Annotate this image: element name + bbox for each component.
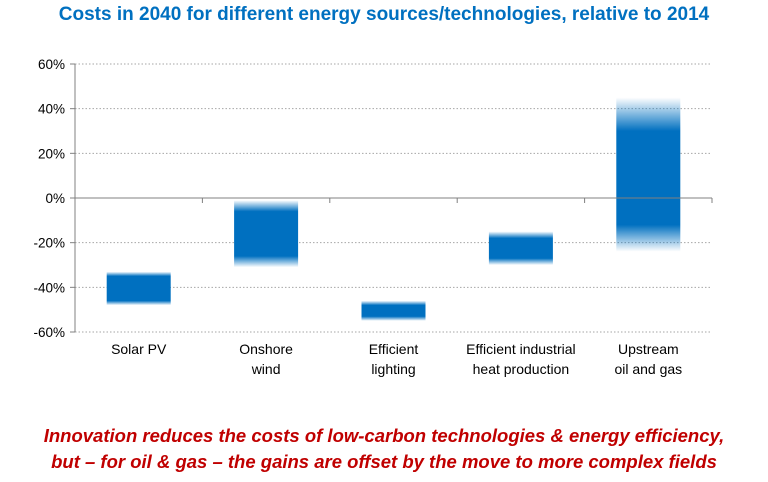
bars xyxy=(106,97,681,321)
x-tick-labels: Solar PV Onshore wind Efficient lighting Effi… xyxy=(111,341,682,377)
chart: 60% 40% 20% 0% -20% -40% -60% Solar PV Onshore w… xyxy=(33,57,713,377)
y-tick-label: -40% xyxy=(33,280,65,295)
y-tick-label: -20% xyxy=(33,236,65,251)
x-tick-label: wind xyxy=(251,361,281,377)
x-tick-label: Efficient industrial xyxy=(466,341,575,357)
bar-range xyxy=(106,271,171,306)
x-tick-label: Solar PV xyxy=(111,341,167,357)
x-tick-label: oil and gas xyxy=(614,361,682,377)
bar-range xyxy=(361,300,426,321)
axes xyxy=(74,64,713,332)
x-tick-label: lighting xyxy=(371,361,415,377)
chart-title: Costs in 2040 for different energy sourc… xyxy=(58,4,710,25)
x-tick-label: heat production xyxy=(473,361,570,377)
y-tick-label: 60% xyxy=(38,57,65,72)
x-tick-label: Onshore xyxy=(239,341,293,357)
y-tick-label: 20% xyxy=(38,146,65,161)
bar-range xyxy=(488,231,553,265)
x-tick-label: Upstream xyxy=(618,341,679,357)
y-tick-label: 40% xyxy=(38,102,65,117)
footnote-line-2: but – for oil & gas – the gains are offs… xyxy=(51,451,717,472)
grid-lines xyxy=(70,63,712,333)
footnote-line-1: Innovation reduces the costs of low-carb… xyxy=(43,425,725,446)
y-tick-label: 0% xyxy=(45,191,65,206)
bar-range xyxy=(234,200,299,268)
x-tick-label: Efficient xyxy=(369,341,419,357)
bar-range xyxy=(616,97,681,252)
y-tick-label: -60% xyxy=(33,325,65,340)
y-tick-labels: 60% 40% 20% 0% -20% -40% -60% xyxy=(33,57,65,340)
